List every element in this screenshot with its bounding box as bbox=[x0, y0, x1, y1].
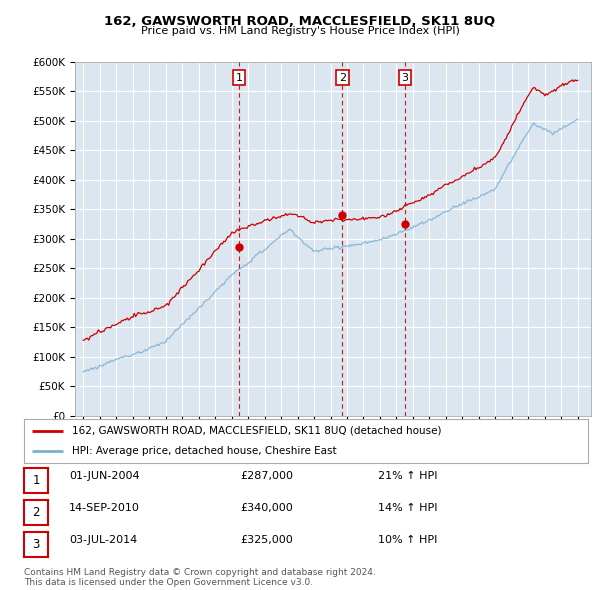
Text: 14-SEP-2010: 14-SEP-2010 bbox=[69, 503, 140, 513]
Text: HPI: Average price, detached house, Cheshire East: HPI: Average price, detached house, Ches… bbox=[72, 446, 337, 456]
Text: 10% ↑ HPI: 10% ↑ HPI bbox=[378, 535, 437, 545]
Text: 01-JUN-2004: 01-JUN-2004 bbox=[69, 471, 140, 481]
Text: £325,000: £325,000 bbox=[240, 535, 293, 545]
Text: 162, GAWSWORTH ROAD, MACCLESFIELD, SK11 8UQ (detached house): 162, GAWSWORTH ROAD, MACCLESFIELD, SK11 … bbox=[72, 426, 442, 436]
Text: £340,000: £340,000 bbox=[240, 503, 293, 513]
Text: £287,000: £287,000 bbox=[240, 471, 293, 481]
Text: 03-JUL-2014: 03-JUL-2014 bbox=[69, 535, 137, 545]
Text: 1: 1 bbox=[236, 73, 242, 83]
Text: Price paid vs. HM Land Registry's House Price Index (HPI): Price paid vs. HM Land Registry's House … bbox=[140, 26, 460, 36]
Text: 21% ↑ HPI: 21% ↑ HPI bbox=[378, 471, 437, 481]
Text: 3: 3 bbox=[32, 538, 40, 551]
Text: 162, GAWSWORTH ROAD, MACCLESFIELD, SK11 8UQ: 162, GAWSWORTH ROAD, MACCLESFIELD, SK11 … bbox=[104, 15, 496, 28]
Text: 2: 2 bbox=[32, 506, 40, 519]
Text: 14% ↑ HPI: 14% ↑ HPI bbox=[378, 503, 437, 513]
Text: Contains HM Land Registry data © Crown copyright and database right 2024.
This d: Contains HM Land Registry data © Crown c… bbox=[24, 568, 376, 587]
Text: 2: 2 bbox=[338, 73, 346, 83]
Text: 1: 1 bbox=[32, 474, 40, 487]
Text: 3: 3 bbox=[401, 73, 409, 83]
